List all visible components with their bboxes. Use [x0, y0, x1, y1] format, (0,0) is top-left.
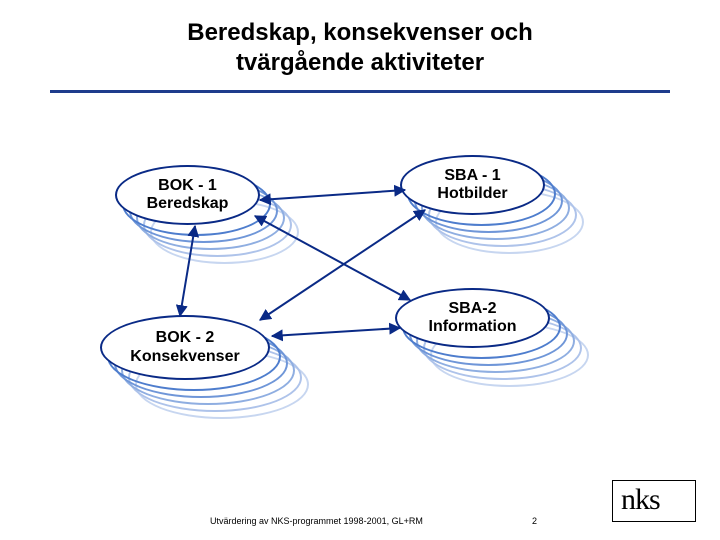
- node-bok1: BOK - 1Beredskap: [115, 165, 260, 225]
- node-sba1: SBA - 1Hotbilder: [400, 155, 545, 215]
- title-underline: [50, 90, 670, 93]
- node-bok2: BOK - 2Konsekvenser: [100, 315, 270, 380]
- node-label: BOK - 2Konsekvenser: [130, 329, 239, 366]
- title-line2: tvärgående aktiviteter: [236, 49, 484, 76]
- node-label: SBA - 1Hotbilder: [437, 167, 507, 204]
- diagram-connectors: [0, 0, 720, 540]
- footer-page-number: 2: [532, 516, 537, 526]
- page-title: Beredskap, konsekvenser och tvärgående a…: [0, 18, 720, 78]
- node-sba2: SBA-2Information: [395, 288, 550, 348]
- logo: nks: [612, 480, 696, 522]
- footer-credit: Utvärdering av NKS-programmet 1998-2001,…: [210, 516, 423, 526]
- node-label: SBA-2Information: [429, 300, 517, 337]
- node-label: BOK - 1Beredskap: [147, 177, 229, 214]
- title-line1: Beredskap, konsekvenser och: [187, 19, 533, 46]
- slide-stage: Beredskap, konsekvenser och tvärgående a…: [0, 0, 720, 540]
- logo-text: nks: [621, 483, 660, 517]
- connector: [272, 328, 400, 336]
- connector: [260, 190, 405, 200]
